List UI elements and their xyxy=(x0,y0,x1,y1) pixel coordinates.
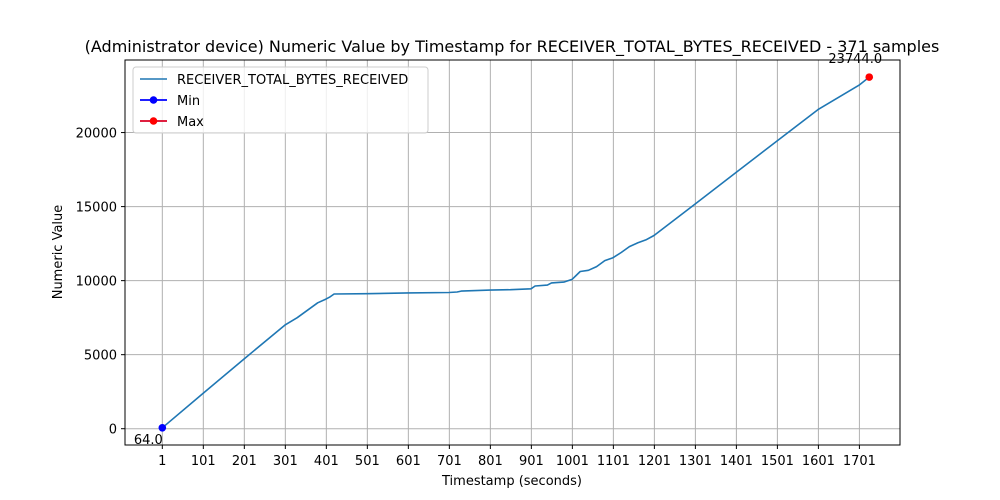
y-tick-label: 10000 xyxy=(76,275,117,290)
legend-label-0: RECEIVER_TOTAL_BYTES_RECEIVED xyxy=(177,73,408,88)
x-tick-label: 401 xyxy=(314,454,339,469)
x-tick-label: 1201 xyxy=(638,454,671,469)
x-tick-label: 801 xyxy=(478,454,503,469)
legend-box xyxy=(132,66,429,134)
x-tick-label: 701 xyxy=(437,454,462,469)
y-tick-label: 5000 xyxy=(84,349,117,364)
x-tick-label: 201 xyxy=(232,454,257,469)
x-tick-label: 901 xyxy=(519,454,544,469)
legend-label-1: Min xyxy=(177,94,200,109)
x-tick-label: 1701 xyxy=(843,454,876,469)
x-axis-title: Timestamp (seconds) xyxy=(441,474,582,489)
x-tick-label: 1001 xyxy=(556,454,589,469)
x-tick-label: 1 xyxy=(158,454,166,469)
series-layer xyxy=(161,76,870,429)
x-tick-label: 1101 xyxy=(597,454,630,469)
series-line-0 xyxy=(161,76,870,429)
tick-layer: 1 101 201 301 401 501 601 701 801 901 1001 1101 1201… xyxy=(76,127,876,469)
legend-marker-1 xyxy=(149,96,158,104)
legend-marker-2 xyxy=(149,117,158,125)
x-tick-label: 1301 xyxy=(679,454,712,469)
min-value-label: 64.0 xyxy=(134,433,163,448)
max-marker xyxy=(865,73,874,81)
y-tick-label: 15000 xyxy=(76,201,117,216)
x-tick-label: 101 xyxy=(191,454,216,469)
x-tick-label: 601 xyxy=(396,454,421,469)
y-tick-label: 0 xyxy=(109,423,117,438)
chart-title: (Administrator device) Numeric Value by … xyxy=(85,37,940,57)
legend: RECEIVER_TOTAL_BYTES_RECEIVED Min Max xyxy=(132,66,429,134)
x-tick-label: 501 xyxy=(355,454,380,469)
x-tick-label: 1501 xyxy=(761,454,794,469)
legend-label-2: Max xyxy=(177,115,204,130)
x-tick-label: 301 xyxy=(273,454,298,469)
x-tick-label: 1601 xyxy=(802,454,835,469)
x-tick-label: 1401 xyxy=(720,454,753,469)
min-marker xyxy=(158,423,167,432)
y-axis-title: Numeric Value xyxy=(51,205,66,300)
y-tick-label: 20000 xyxy=(76,127,117,142)
plot-frame xyxy=(124,59,901,446)
